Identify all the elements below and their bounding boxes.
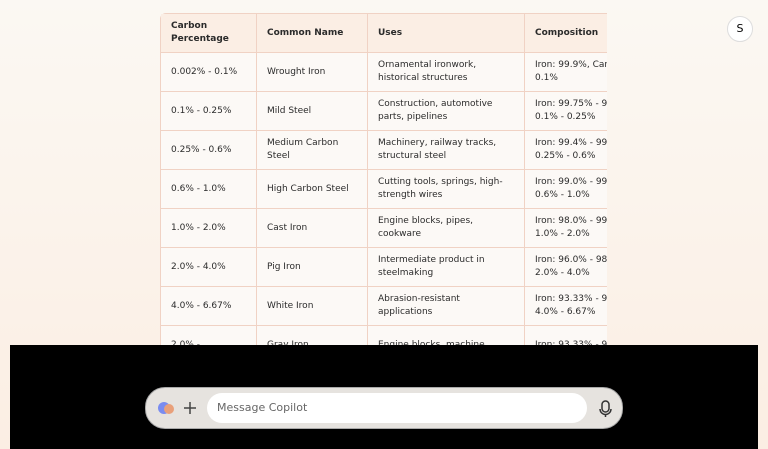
header-cell: Carbon Percentage: [161, 14, 257, 53]
table-cell: Machinery, railway tracks, structural st…: [368, 131, 525, 170]
table-cell: 4.0% - 6.67%: [161, 287, 257, 326]
table-cell: White Iron: [257, 287, 368, 326]
table-cell: 0.002% - 0.1%: [161, 53, 257, 92]
table-cell: Iron: 99.0% - 99.4%, Carbon: 0.6% - 1.0%: [525, 170, 607, 209]
table-row: 0.002% - 0.1% Wrought Iron Ornamental iron…: [161, 53, 607, 92]
table-cell: 2.0% -: [161, 326, 257, 345]
table-row: 1.0% - 2.0% Cast Iron Engine blocks, pipes…: [161, 209, 607, 248]
table-cell: Iron: 99.75% - 99.9%, Carbon: 0.1% - 0.2…: [525, 92, 607, 131]
table-cell: Mild Steel: [257, 92, 368, 131]
mic-button[interactable]: [596, 388, 616, 428]
header-row: Carbon Percentage Common Name Uses Composit…: [161, 14, 607, 53]
table-cell: 0.6% - 1.0%: [161, 170, 257, 209]
table-cell: Iron: 98.0% - 99.0%, Carbon: 1.0% - 2.0%: [525, 209, 607, 248]
table-cell: Cutting tools, springs, high-strength wi…: [368, 170, 525, 209]
add-button[interactable]: [180, 388, 200, 428]
table-cell: Medium Carbon Steel: [257, 131, 368, 170]
table-cell: Iron: 99.4% - 99.75%, Carbon: 0.25% - 0.…: [525, 131, 607, 170]
table-cell: 0.1% - 0.25%: [161, 92, 257, 131]
table-cell: Pig Iron: [257, 248, 368, 287]
table-row: 2.0% - Gray Iron Engine blocks, machine Iro…: [161, 326, 607, 345]
table-row: 0.1% - 0.25% Mild Steel Construction, auto…: [161, 92, 607, 131]
table-cell: Intermediate product in steelmaking: [368, 248, 525, 287]
table-cell: Engine blocks, machine: [368, 326, 525, 345]
table-cell: Iron: 93.33% - 96.0%, Carbon: 4.0% - 6.6…: [525, 287, 607, 326]
table-cell: High Carbon Steel: [257, 170, 368, 209]
table-cell: 1.0% - 2.0%: [161, 209, 257, 248]
message-input[interactable]: Message Copilot: [207, 393, 587, 423]
table-cell: Gray Iron: [257, 326, 368, 345]
table-cell: Engine blocks, pipes, cookware: [368, 209, 525, 248]
table-cell: Iron: 99.9%, Carbon: 0.002% - 0.1%: [525, 53, 607, 92]
header-cell: Uses: [368, 14, 525, 53]
header-cell: Common Name: [257, 14, 368, 53]
table-cell: Cast Iron: [257, 209, 368, 248]
table-row: 4.0% - 6.67% White Iron Abrasion-resistant…: [161, 287, 607, 326]
composer: Message Copilot: [145, 387, 623, 429]
table-row: 0.6% - 1.0% High Carbon Steel Cutting tool…: [161, 170, 607, 209]
table-cell: Iron: 96.0% - 98.0%, Carbon: 2.0% - 4.0%: [525, 248, 607, 287]
table-row: 2.0% - 4.0% Pig Iron Intermediate product …: [161, 248, 607, 287]
table-cell: Construction, automotive parts, pipeline…: [368, 92, 525, 131]
header-cell: Composition: [525, 14, 607, 53]
table-cell: 2.0% - 4.0%: [161, 248, 257, 287]
avatar[interactable]: S: [727, 16, 753, 42]
table-cell: 0.25% - 0.6%: [161, 131, 257, 170]
table-container: Carbon Percentage Common Name Uses Composit…: [160, 13, 607, 345]
table-cell: Abrasion-resistant applications: [368, 287, 525, 326]
table: Carbon Percentage Common Name Uses Composit…: [160, 13, 607, 345]
table-row: 0.25% - 0.6% Medium Carbon Steel Machinery…: [161, 131, 607, 170]
table-cell: Iron: 93.33% - 98.0%,: [525, 326, 607, 346]
copilot-icon[interactable]: [150, 388, 190, 428]
table-cell: Ornamental ironwork, historical structur…: [368, 53, 525, 92]
table-cell: Wrought Iron: [257, 53, 368, 92]
